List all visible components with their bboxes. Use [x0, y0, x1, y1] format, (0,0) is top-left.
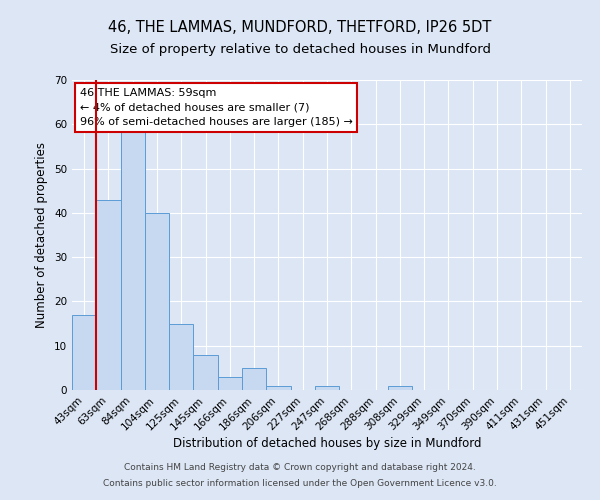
Text: 46 THE LAMMAS: 59sqm
← 4% of detached houses are smaller (7)
96% of semi-detache: 46 THE LAMMAS: 59sqm ← 4% of detached ho… [80, 88, 353, 128]
Bar [193, 354, 218, 390]
X-axis label: Distribution of detached houses by size in Mundford: Distribution of detached houses by size … [173, 438, 481, 450]
Text: Contains public sector information licensed under the Open Government Licence v3: Contains public sector information licen… [103, 478, 497, 488]
Bar [121, 128, 145, 390]
Bar [218, 376, 242, 390]
Bar [96, 200, 121, 390]
Bar [242, 368, 266, 390]
Bar [266, 386, 290, 390]
Bar [145, 213, 169, 390]
Y-axis label: Number of detached properties: Number of detached properties [35, 142, 49, 328]
Text: 46, THE LAMMAS, MUNDFORD, THETFORD, IP26 5DT: 46, THE LAMMAS, MUNDFORD, THETFORD, IP26… [109, 20, 491, 35]
Bar [72, 314, 96, 390]
Bar [169, 324, 193, 390]
Bar [315, 386, 339, 390]
Bar [388, 386, 412, 390]
Text: Contains HM Land Registry data © Crown copyright and database right 2024.: Contains HM Land Registry data © Crown c… [124, 464, 476, 472]
Text: Size of property relative to detached houses in Mundford: Size of property relative to detached ho… [110, 42, 491, 56]
